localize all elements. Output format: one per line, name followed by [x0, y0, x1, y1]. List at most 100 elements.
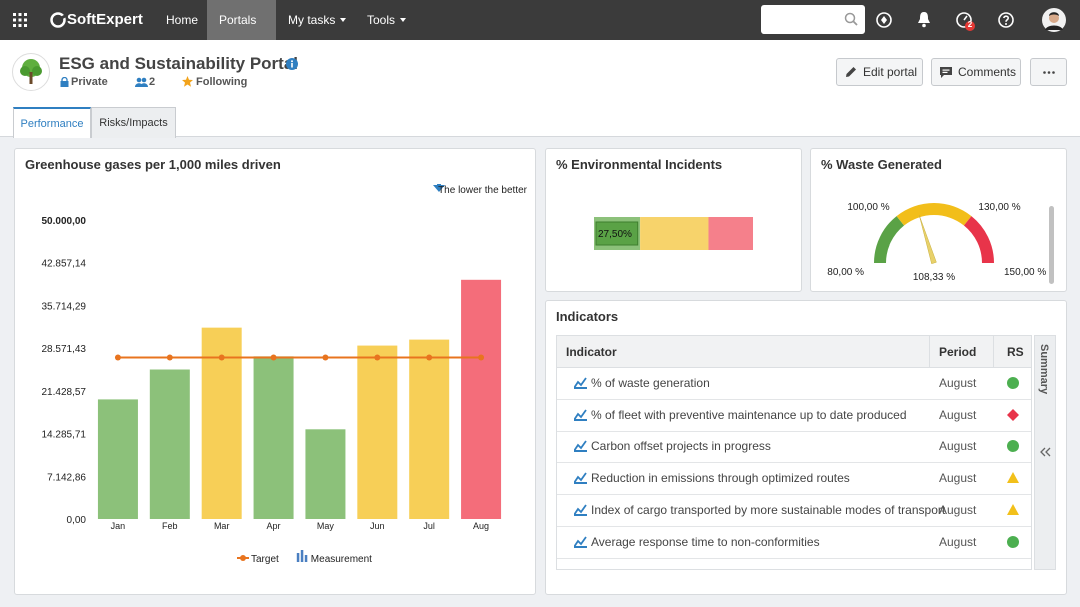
x-tick-label: Mar: [214, 521, 230, 531]
target-point: [426, 354, 433, 361]
value-bar: [595, 221, 639, 246]
legend-swatch: [240, 555, 246, 561]
following[interactable]: Following: [196, 76, 248, 88]
lock-icon: [60, 77, 69, 87]
indicator-name: Reduction in emissions through optimized…: [591, 471, 850, 486]
nav-portals[interactable]: Portals: [207, 0, 276, 62]
bar: [149, 369, 190, 519]
y-tick-label: 21.428,57: [42, 387, 87, 398]
indicator-row[interactable]: Average response time to non-conformitie…: [557, 527, 1031, 559]
status-icon: [1007, 472, 1019, 484]
badge: 2: [967, 20, 973, 29]
privacy: Private: [71, 76, 108, 88]
legend-label: Measurement: [311, 554, 372, 565]
gauge-tick-label: 150,00 %: [1004, 267, 1046, 278]
bar: [97, 399, 138, 519]
comments-button[interactable]: Comments: [931, 58, 1021, 86]
y-tick-label: 35.714,29: [42, 301, 87, 312]
gauge-tick-label: 80,00 %: [827, 267, 864, 278]
incidents-chart: 27,50%: [594, 217, 753, 250]
star-icon: [182, 76, 193, 87]
gauge-value: 108,33 %: [913, 272, 955, 283]
nav-label: Tools: [367, 13, 396, 27]
avatar[interactable]: [1042, 8, 1066, 32]
indicator-row[interactable]: Index of cargo transported by more susta…: [557, 495, 1031, 527]
tab-risks[interactable]: Risks/Impacts: [91, 107, 176, 138]
nav-home[interactable]: Home: [166, 13, 199, 27]
members[interactable]: 2: [149, 76, 156, 88]
indicator-row[interactable]: % of waste generation August: [557, 368, 1031, 400]
y-tick-label: 14.285,71: [42, 430, 87, 441]
more-button[interactable]: [1030, 58, 1067, 86]
edit-portal-button[interactable]: Edit portal: [836, 58, 923, 86]
summary-label: Summary: [1038, 344, 1050, 395]
annotation: The lower the better: [438, 185, 528, 196]
add-icon[interactable]: [876, 12, 892, 28]
indicator-name: Average response time to non-conformitie…: [591, 534, 820, 549]
status-icon: [1007, 503, 1019, 515]
column-header[interactable]: Period: [930, 336, 994, 368]
indicator-row[interactable]: Reduction in emissions through optimized…: [557, 463, 1031, 496]
incidents-panel: % Environmental Incidents 27,50%: [545, 148, 802, 292]
legend-swatch: [304, 555, 308, 562]
indicators-panel: Indicators Indicator Period RS % of wast…: [545, 300, 1067, 595]
column-header[interactable]: Indicator: [557, 336, 930, 368]
legend-label: Target: [251, 554, 279, 565]
portal-logo: [12, 53, 50, 91]
brand[interactable]: SoftExpert: [67, 11, 143, 28]
ghg-chart: The lower the better 0,00 7.142,86 14.285,…: [42, 184, 528, 565]
indicator-icon: [574, 409, 587, 421]
info-icon[interactable]: [286, 58, 298, 70]
tab-performance[interactable]: Performance: [13, 107, 91, 138]
nav-my-tasks[interactable]: My tasks: [276, 0, 358, 40]
gauge-band: [896, 203, 972, 226]
indicator-row[interactable]: Carbon offset projects in progress August: [557, 431, 1031, 464]
x-tick-label: Feb: [162, 521, 178, 531]
bar: [409, 339, 450, 519]
target-point: [114, 354, 121, 361]
nav-label: My tasks: [288, 13, 336, 27]
indicator-icon: [574, 377, 587, 389]
search-box[interactable]: [761, 5, 865, 34]
apps-icon[interactable]: [13, 13, 27, 27]
gauge-tick-label: 100,00 %: [847, 202, 889, 213]
indicator-icon: [574, 504, 587, 516]
ghg-panel: Greenhouse gases per 1,000 miles driven …: [14, 148, 536, 595]
period: August: [939, 407, 977, 422]
nav-tools[interactable]: Tools: [355, 0, 418, 40]
collapse-icon[interactable]: [1040, 447, 1051, 457]
period: August: [939, 439, 977, 454]
bar: [461, 279, 502, 519]
nav-label: Portals: [219, 13, 257, 27]
status-icon: [1007, 535, 1019, 548]
x-tick-label: May: [317, 521, 335, 531]
indicator-row[interactable]: % of fleet with preventive maintenance u…: [557, 400, 1031, 432]
scrollbar[interactable]: [1049, 206, 1054, 284]
notifications-icon[interactable]: [917, 11, 931, 28]
period: August: [939, 471, 977, 486]
chart-title: % Environmental Incidents: [556, 157, 723, 172]
help-icon[interactable]: [998, 12, 1014, 28]
tasks-icon[interactable]: [956, 11, 978, 33]
waste-gauge: 80,00 % 100,00 % 130,00 % 150,00 % 108,33 %: [827, 202, 1054, 284]
indicator-icon: [574, 535, 587, 548]
range-band: [640, 217, 709, 250]
button-label: Edit portal: [863, 65, 918, 79]
target-point: [218, 354, 225, 361]
summary-tab[interactable]: Summary: [1034, 335, 1056, 570]
down-arrow-icon: [433, 184, 445, 192]
legend-swatch: [300, 550, 304, 562]
x-tick-label: Aug: [473, 521, 489, 531]
indicator-icon: [574, 472, 587, 485]
portal-title: ESG and Sustainability Portal: [59, 54, 298, 73]
pencil-icon: [846, 67, 856, 77]
period: August: [939, 376, 977, 390]
gauge-tick-label: 130,00 %: [978, 202, 1020, 213]
status-icon: [1007, 408, 1019, 421]
column-header[interactable]: RS: [994, 336, 1031, 368]
chart-title: Greenhouse gases per 1,000 miles driven: [25, 157, 281, 172]
indicator-icon: [574, 440, 587, 453]
indicator-name: Index of cargo transported by more susta…: [591, 502, 946, 517]
gauge-band: [963, 216, 994, 263]
